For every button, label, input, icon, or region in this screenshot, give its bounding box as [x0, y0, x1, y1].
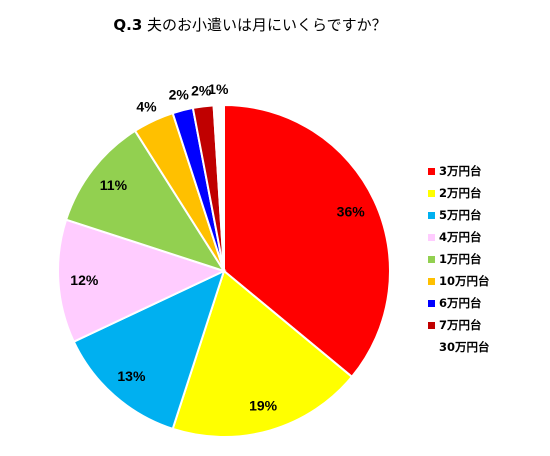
pie-slice-1 [171, 269, 354, 439]
legend-label-8: 30万円台 [439, 340, 490, 354]
legend-swatch-3 [428, 233, 435, 241]
chart-title-text: 夫のお小遣いは月にいくらですか？ [147, 16, 387, 34]
chart-title: Q.3 夫のお小遣いは月にいくらですか？ [0, 14, 500, 35]
legend-label-5: 10万円台 [439, 274, 490, 288]
legend-swatch-2 [428, 211, 435, 219]
legend-swatch-1 [428, 189, 435, 197]
legend-label-6: 6万円台 [439, 296, 482, 310]
legend-label-2: 5万円台 [439, 208, 482, 222]
pie-slices [56, 103, 391, 439]
legend-item-7: 7万円台 [428, 314, 490, 336]
legend-item-3: 4万円台 [428, 226, 490, 248]
pie-slice-8 [212, 103, 225, 272]
legend-label-7: 7万円台 [439, 318, 482, 332]
legend-item-8: 30万円台 [428, 336, 490, 358]
chart-legend: 3万円台 2万円台 5万円台 4万円台 1万円台 10万円台 6万円台 7万円台 30万円台 [428, 160, 490, 358]
legend-swatch-7 [428, 321, 435, 329]
legend-swatch-6 [428, 299, 435, 307]
pie-slice-4 [64, 129, 227, 273]
legend-swatch-0 [428, 167, 435, 175]
data-label-4: 11% [100, 177, 128, 193]
legend-item-0: 3万円台 [428, 160, 490, 182]
data-label-2: 13% [117, 368, 146, 384]
legend-item-2: 5万円台 [428, 204, 490, 226]
pie-data-labels: 36%19%13%12%11%4%2% 2%1% [70, 81, 365, 413]
chart-title-prefix: Q.3 [113, 16, 143, 34]
legend-label-3: 4万円台 [439, 230, 482, 244]
pie-slice-0 [223, 103, 391, 379]
data-label-5: 4% [136, 98, 157, 114]
legend-swatch-4 [428, 255, 435, 263]
data-label-0: 36% [337, 203, 366, 219]
legend-label-1: 2万円台 [439, 186, 482, 200]
data-label-8: 1% [208, 81, 229, 97]
legend-label-0: 3万円台 [439, 164, 482, 178]
legend-swatch-5 [428, 277, 435, 285]
legend-label-4: 1万円台 [439, 252, 482, 266]
pie-slice-2 [72, 269, 226, 431]
legend-item-6: 6万円台 [428, 292, 490, 314]
legend-item-1: 2万円台 [428, 182, 490, 204]
data-label-3: 12% [70, 272, 99, 288]
legend-item-5: 10万円台 [428, 270, 490, 292]
legend-item-4: 1万円台 [428, 248, 490, 270]
pie-slice-3 [56, 218, 227, 344]
data-label-1: 19% [249, 397, 278, 413]
data-label-7: 2% [191, 82, 212, 98]
data-label-6: 2% [169, 87, 190, 103]
